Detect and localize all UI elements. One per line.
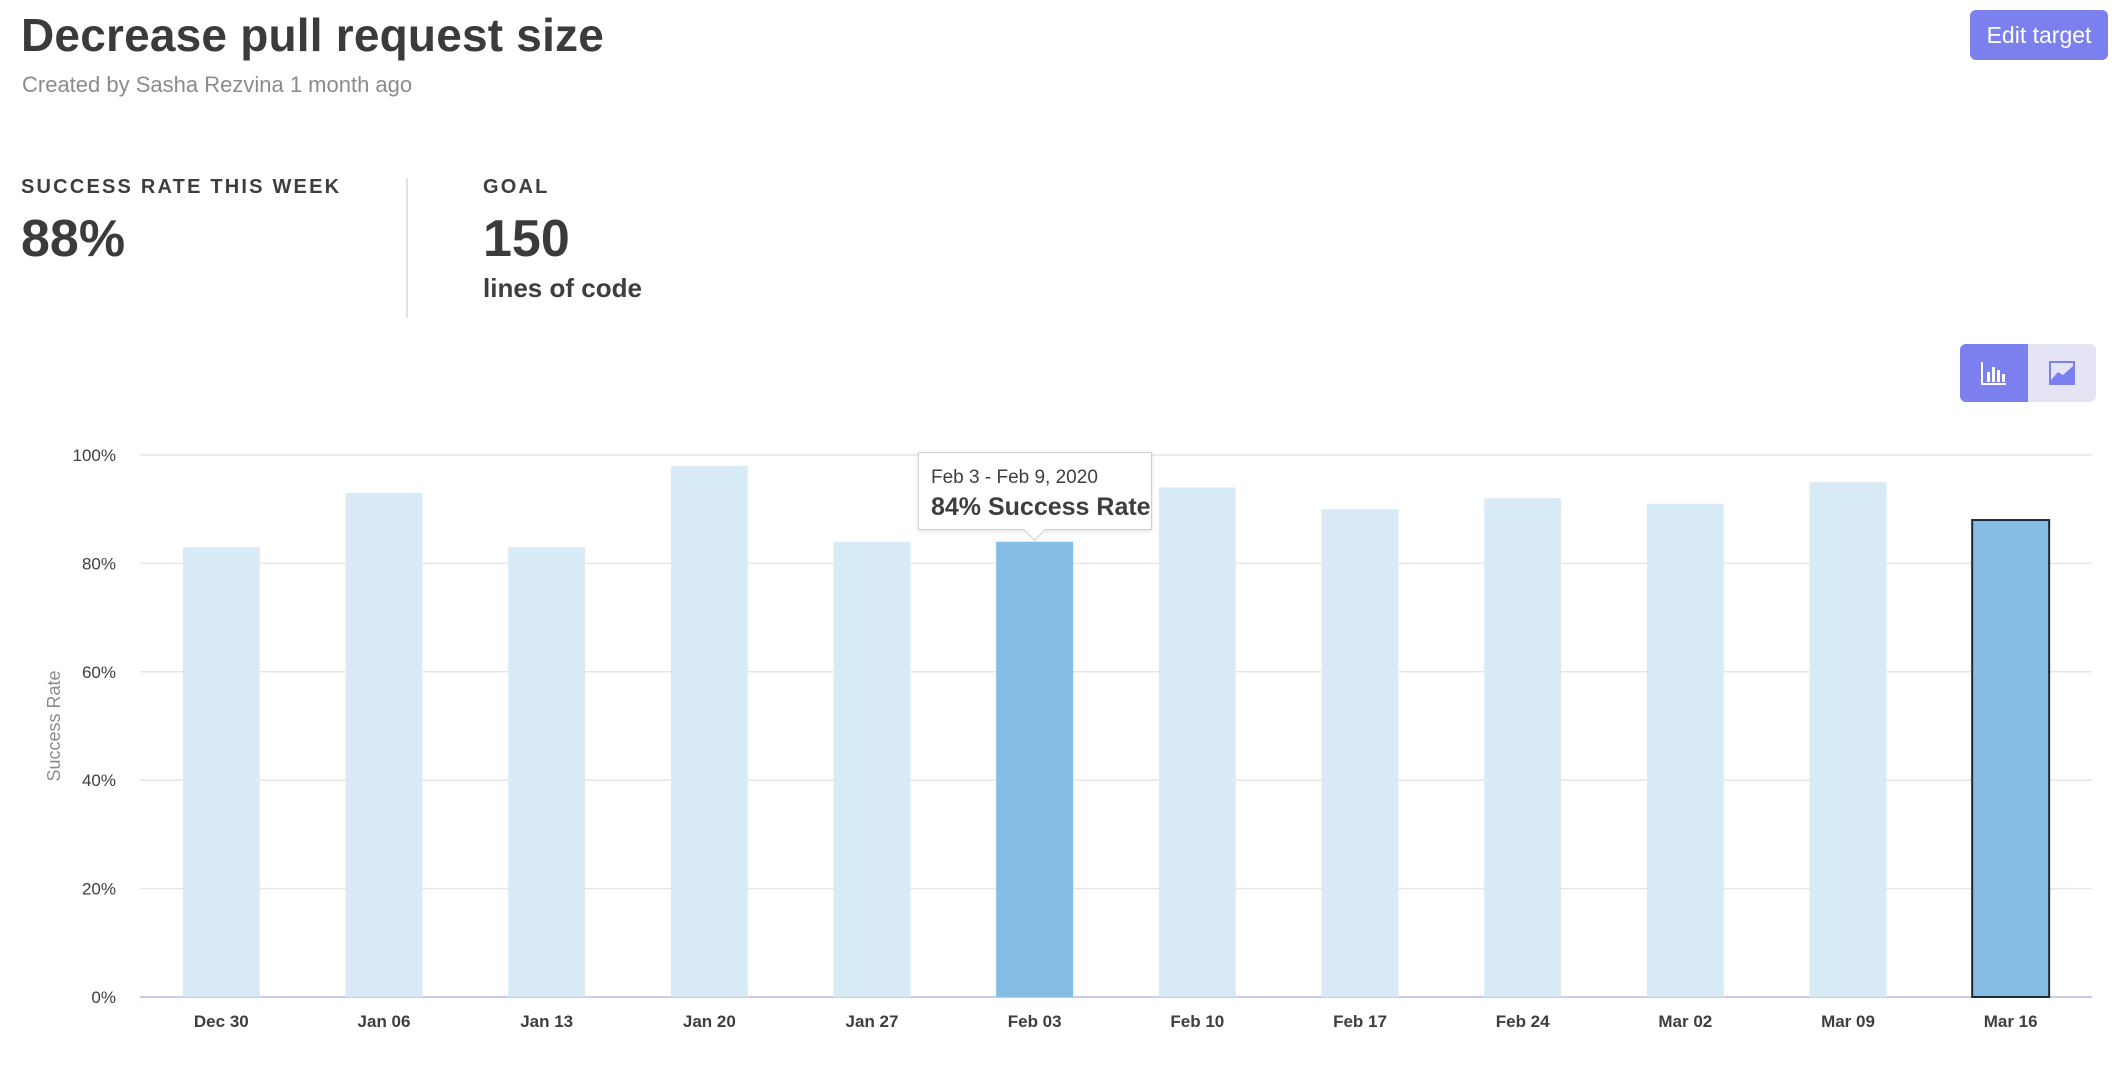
- x-tick-label: Feb 17: [1333, 1012, 1387, 1031]
- y-tick-label: 100%: [73, 446, 116, 465]
- x-tick-label: Feb 03: [1008, 1012, 1062, 1031]
- x-tick-label: Feb 24: [1496, 1012, 1550, 1031]
- x-tick-label: Jan 13: [520, 1012, 573, 1031]
- area-chart-view-button[interactable]: [2028, 344, 2096, 402]
- bar: [996, 541, 1074, 997]
- y-tick-label: 20%: [82, 880, 116, 899]
- bar: [182, 547, 260, 997]
- bar-chart-icon: [1981, 362, 2006, 385]
- bar: [833, 541, 911, 997]
- y-tick-label: 40%: [82, 771, 116, 790]
- goal-unit: lines of code: [483, 273, 642, 303]
- bar-chart-view-button[interactable]: [1960, 344, 2028, 402]
- success-rate-label: SUCCESS RATE THIS WEEK: [21, 176, 342, 198]
- page-subtitle: Created by Sasha Rezvina 1 month ago: [22, 72, 413, 97]
- area-chart-icon: [2049, 361, 2075, 385]
- x-tick-label: Dec 30: [194, 1012, 249, 1031]
- bar: [1646, 503, 1724, 997]
- x-tick-label: Feb 10: [1170, 1012, 1224, 1031]
- chart-tooltip: Feb 3 - Feb 9, 2020 84% Success Rate: [918, 452, 1152, 542]
- success-rate-stat: SUCCESS RATE THIS WEEK 88%: [21, 176, 341, 265]
- x-tick-label: Mar 16: [1984, 1012, 2038, 1031]
- edit-target-button[interactable]: Edit target: [1970, 10, 2108, 60]
- y-tick-label: 0%: [91, 988, 116, 1007]
- goal-value: 150: [483, 210, 570, 268]
- bar: [1971, 519, 2051, 998]
- x-tick-label: Mar 02: [1658, 1012, 1712, 1031]
- bar: [508, 547, 586, 997]
- goal-stat: GOAL 150 lines of code: [483, 176, 642, 304]
- page-title: Decrease pull request size: [21, 9, 605, 61]
- tooltip-value: 84% Success Rate: [931, 493, 1151, 521]
- y-tick-label: 60%: [82, 663, 116, 682]
- success-rate-value: 88%: [21, 210, 126, 268]
- bar: [1809, 482, 1887, 998]
- x-tick-label: Jan 20: [683, 1012, 736, 1031]
- bar: [345, 492, 423, 997]
- x-tick-label: Jan 06: [358, 1012, 411, 1031]
- bar: [1321, 509, 1399, 997]
- bar: [670, 465, 748, 998]
- x-tick-label: Mar 09: [1821, 1012, 1875, 1031]
- bar: [1484, 498, 1562, 997]
- x-tick-label: Jan 27: [846, 1012, 899, 1031]
- stat-divider: [406, 178, 408, 318]
- chart-view-toggle: [1960, 344, 2096, 402]
- y-tick-label: 80%: [82, 554, 116, 573]
- bar: [1158, 487, 1236, 997]
- y-axis-label: Success Rate: [44, 670, 64, 781]
- tooltip-date-range: Feb 3 - Feb 9, 2020: [931, 467, 1098, 488]
- goal-label: GOAL: [483, 176, 550, 198]
